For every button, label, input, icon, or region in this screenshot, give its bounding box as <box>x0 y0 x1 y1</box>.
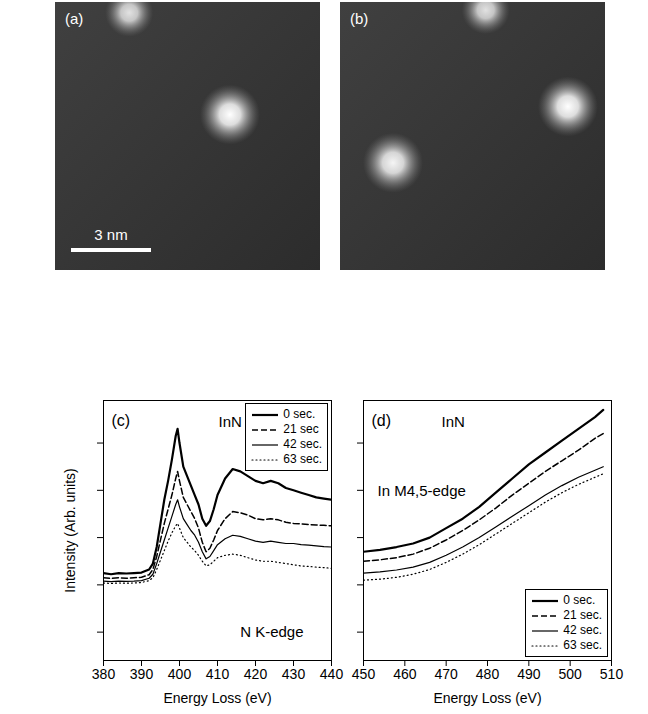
svg-text:In M4,5-edge: In M4,5-edge <box>378 482 466 499</box>
svg-text:480: 480 <box>476 666 500 682</box>
svg-text:N K-edge: N K-edge <box>240 623 303 640</box>
svg-text:460: 460 <box>393 666 417 682</box>
svg-text:440: 440 <box>320 666 344 682</box>
html-text:21 sec: 21 sec <box>283 422 319 436</box>
svg-text:400: 400 <box>168 666 192 682</box>
svg-text:(d): (d) <box>372 412 392 429</box>
svg-text:3 nm: 3 nm <box>94 226 127 243</box>
svg-text:470: 470 <box>434 666 458 682</box>
svg-text:420: 420 <box>244 666 268 682</box>
svg-text:410: 410 <box>206 666 230 682</box>
svg-text:InN: InN <box>219 413 242 430</box>
svg-text:(b): (b) <box>350 10 368 27</box>
html-text:21 sec.: 21 sec. <box>563 608 602 622</box>
svg-text:(a): (a) <box>65 10 83 27</box>
svg-text:510: 510 <box>600 666 624 682</box>
svg-text:(c): (c) <box>112 412 131 429</box>
html-text:0 sec.: 0 sec. <box>283 407 316 421</box>
html-text:0 sec.: 0 sec. <box>563 593 596 607</box>
svg-text:InN: InN <box>442 413 465 430</box>
html-text:63 sec.: 63 sec. <box>283 452 322 466</box>
svg-text:490: 490 <box>517 666 541 682</box>
html-text:63 sec.: 63 sec. <box>563 638 602 652</box>
svg-text:450: 450 <box>352 666 376 682</box>
svg-text:390: 390 <box>130 666 154 682</box>
html-text:42 sec.: 42 sec. <box>283 437 322 451</box>
svg-text:380: 380 <box>92 666 116 682</box>
svg-text:430: 430 <box>282 666 306 682</box>
svg-text:Energy Loss (eV): Energy Loss (eV) <box>433 690 541 706</box>
html-text:42 sec.: 42 sec. <box>563 623 602 637</box>
svg-text:Energy Loss (eV): Energy Loss (eV) <box>163 690 271 706</box>
svg-text:500: 500 <box>558 666 582 682</box>
svg-text:Intensity (Arb. units): Intensity (Arb. units) <box>62 468 78 593</box>
